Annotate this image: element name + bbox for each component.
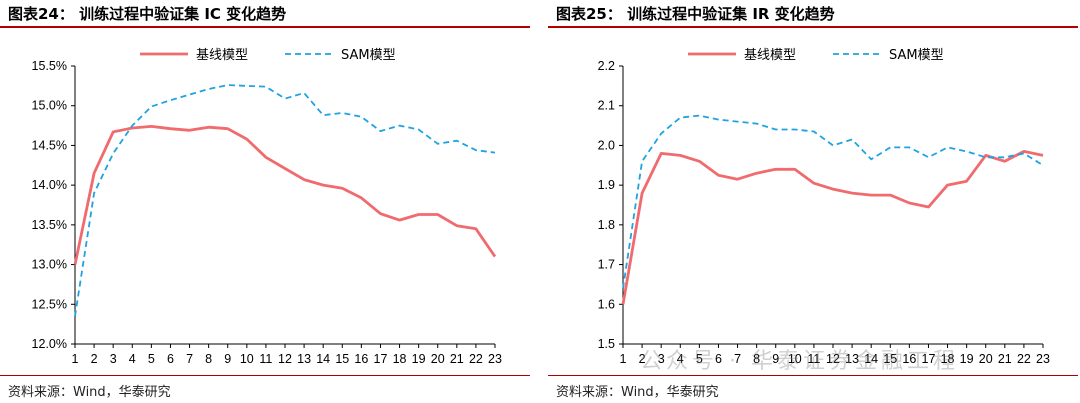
y-tick-label: 13.0% xyxy=(32,258,67,272)
x-tick-label: 19 xyxy=(412,352,426,366)
source-note: 资料来源：Wind，华泰研究 xyxy=(8,385,171,400)
chart-title: 图表24： 训练过程中验证集 IC 变化趋势 xyxy=(8,5,287,23)
legend-label: SAM模型 xyxy=(341,48,396,63)
y-tick-label: 1.9 xyxy=(598,178,615,192)
x-tick-label: 1 xyxy=(72,352,79,366)
y-tick-label: 14.5% xyxy=(32,138,67,152)
x-tick-label: 20 xyxy=(979,352,993,366)
x-tick-label: 2 xyxy=(639,352,646,366)
title-rule xyxy=(548,26,1078,28)
y-tick-label: 1.8 xyxy=(598,218,615,232)
x-tick-label: 7 xyxy=(734,352,741,366)
x-tick-label: 21 xyxy=(998,352,1012,366)
sam-model-line xyxy=(74,84,496,317)
y-tick-label: 1.7 xyxy=(598,258,615,272)
legend-label: 基线模型 xyxy=(196,48,248,63)
x-tick-label: 13 xyxy=(845,352,859,366)
x-tick-label: 19 xyxy=(960,352,974,366)
x-tick-label: 4 xyxy=(129,352,136,366)
x-tick-label: 9 xyxy=(224,352,231,366)
x-tick-label: 11 xyxy=(259,352,272,366)
x-tick-label: 10 xyxy=(240,352,254,366)
x-tick-label: 6 xyxy=(167,352,174,366)
y-tick-label: 2.1 xyxy=(598,99,615,113)
ir-line-chart: 1.51.61.71.81.92.02.12.21 2 3 4 5 6 7 8 9 10 11 12 1… xyxy=(598,48,1050,366)
x-tick-label: 8 xyxy=(753,352,760,366)
y-tick-label: 12.0% xyxy=(32,337,67,351)
x-tick-label: 12 xyxy=(826,352,840,366)
x-tick-label: 21 xyxy=(450,352,464,366)
title-rule xyxy=(0,26,530,28)
x-tick-label: 22 xyxy=(1017,352,1031,366)
y-tick-label: 12.5% xyxy=(32,297,67,311)
x-tick-label: 5 xyxy=(148,352,155,366)
x-tick-label: 3 xyxy=(658,352,665,366)
x-tick-label: 18 xyxy=(941,352,955,366)
x-tick-label: 9 xyxy=(772,352,779,366)
source-note: 资料来源：Wind，华泰研究 xyxy=(556,385,719,400)
baseline-model-line xyxy=(73,125,497,265)
x-tick-label: 22 xyxy=(469,352,483,366)
chart-title: 图表25： 训练过程中验证集 IR 变化趋势 xyxy=(556,5,835,23)
x-tick-label: 23 xyxy=(1036,352,1050,366)
y-tick-label: 15.5% xyxy=(32,59,67,73)
x-tick-label: 18 xyxy=(393,352,407,366)
x-tick-label: 11 xyxy=(807,352,820,366)
x-tick-label: 15 xyxy=(883,352,897,366)
watermark: 公众号 · 华泰证券金融工程 xyxy=(640,349,959,374)
x-tick-label: 17 xyxy=(374,352,388,366)
x-tick-label: 2 xyxy=(91,352,98,366)
x-tick-label: 8 xyxy=(205,352,212,366)
x-tick-label: 14 xyxy=(316,352,330,366)
x-tick-label: 6 xyxy=(715,352,722,366)
y-tick-label: 14.0% xyxy=(32,178,67,192)
legend-label: 基线模型 xyxy=(744,48,796,63)
x-tick-label: 16 xyxy=(354,352,368,366)
x-tick-label: 17 xyxy=(922,352,936,366)
x-tick-label: 7 xyxy=(186,352,193,366)
ic-chart-panel: 图表24： 训练过程中验证集 IC 变化趋势 12.0% 12.5% 13.0% 13… xyxy=(0,0,530,403)
x-tick-label: 1 xyxy=(620,352,627,366)
y-tick-label: 1.5 xyxy=(598,337,615,351)
y-tick-label: 2.0 xyxy=(598,138,615,152)
x-tick-label: 5 xyxy=(696,352,703,366)
ic-line-chart: 12.0% 12.5% 13.0% 13.5% 14.0% 14.5% 15.0% 15.5%… xyxy=(32,48,502,366)
y-tick-label: 1.6 xyxy=(598,297,615,311)
x-tick-label: 15 xyxy=(335,352,349,366)
x-tick-label: 4 xyxy=(677,352,684,366)
baseline-model-line xyxy=(621,150,1044,305)
legend-label: SAM模型 xyxy=(889,48,944,63)
ir-chart-panel: 图表25： 训练过程中验证集 IR 变化趋势 1.5 1.6 1.7 1.8 1.9 2.… xyxy=(548,0,1078,403)
y-tick-label: 15.0% xyxy=(32,99,67,113)
x-tick-label: 14 xyxy=(864,352,878,366)
y-tick-label: 13.5% xyxy=(32,218,67,232)
x-tick-label: 16 xyxy=(902,352,916,366)
sam-model-line xyxy=(622,114,1044,289)
source-rule xyxy=(0,375,530,376)
x-tick-label: 3 xyxy=(110,352,117,366)
source-rule xyxy=(548,375,1078,376)
x-tick-label: 13 xyxy=(297,352,311,366)
x-tick-label: 10 xyxy=(788,352,802,366)
x-tick-label: 20 xyxy=(431,352,445,366)
y-tick-label: 2.2 xyxy=(598,59,615,73)
x-tick-label: 23 xyxy=(488,352,502,366)
x-tick-label: 12 xyxy=(278,352,292,366)
